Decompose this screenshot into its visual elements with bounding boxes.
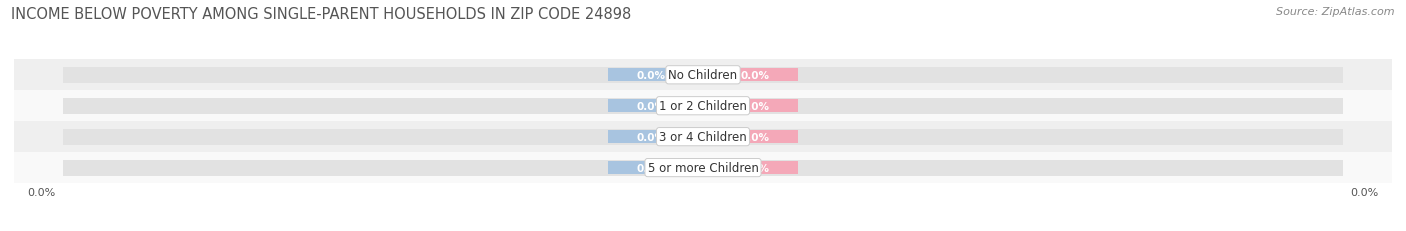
Bar xyxy=(713,131,799,143)
Bar xyxy=(713,161,799,174)
Bar xyxy=(607,161,693,174)
Bar xyxy=(63,67,1343,83)
Bar xyxy=(713,69,799,82)
Bar xyxy=(14,60,1392,91)
Bar xyxy=(14,91,1392,122)
Text: 0.0%: 0.0% xyxy=(741,101,770,111)
Text: 1 or 2 Children: 1 or 2 Children xyxy=(659,100,747,113)
Bar xyxy=(607,131,693,143)
Text: 0.0%: 0.0% xyxy=(636,101,665,111)
Text: 0.0%: 0.0% xyxy=(741,132,770,142)
Text: 0.0%: 0.0% xyxy=(27,187,55,197)
Bar xyxy=(607,100,693,113)
Bar xyxy=(63,98,1343,114)
Bar xyxy=(14,122,1392,152)
Text: 0.0%: 0.0% xyxy=(1351,187,1379,197)
Bar xyxy=(713,100,799,113)
Text: 0.0%: 0.0% xyxy=(741,70,770,80)
Text: 0.0%: 0.0% xyxy=(741,163,770,173)
Bar xyxy=(14,152,1392,183)
Text: No Children: No Children xyxy=(668,69,738,82)
Bar xyxy=(607,69,693,82)
Text: 3 or 4 Children: 3 or 4 Children xyxy=(659,131,747,143)
Text: 5 or more Children: 5 or more Children xyxy=(648,161,758,174)
Text: 0.0%: 0.0% xyxy=(636,132,665,142)
Text: 0.0%: 0.0% xyxy=(636,163,665,173)
Text: 0.0%: 0.0% xyxy=(636,70,665,80)
Bar xyxy=(63,160,1343,176)
Text: Source: ZipAtlas.com: Source: ZipAtlas.com xyxy=(1277,7,1395,17)
Text: INCOME BELOW POVERTY AMONG SINGLE-PARENT HOUSEHOLDS IN ZIP CODE 24898: INCOME BELOW POVERTY AMONG SINGLE-PARENT… xyxy=(11,7,631,22)
Bar xyxy=(63,129,1343,145)
